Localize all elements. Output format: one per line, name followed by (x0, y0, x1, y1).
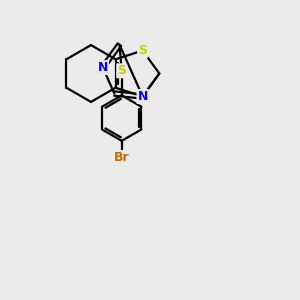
Text: S: S (138, 44, 147, 57)
Text: S: S (117, 64, 126, 77)
Text: N: N (98, 61, 108, 74)
Text: N: N (137, 90, 148, 103)
Text: Br: Br (114, 151, 130, 164)
